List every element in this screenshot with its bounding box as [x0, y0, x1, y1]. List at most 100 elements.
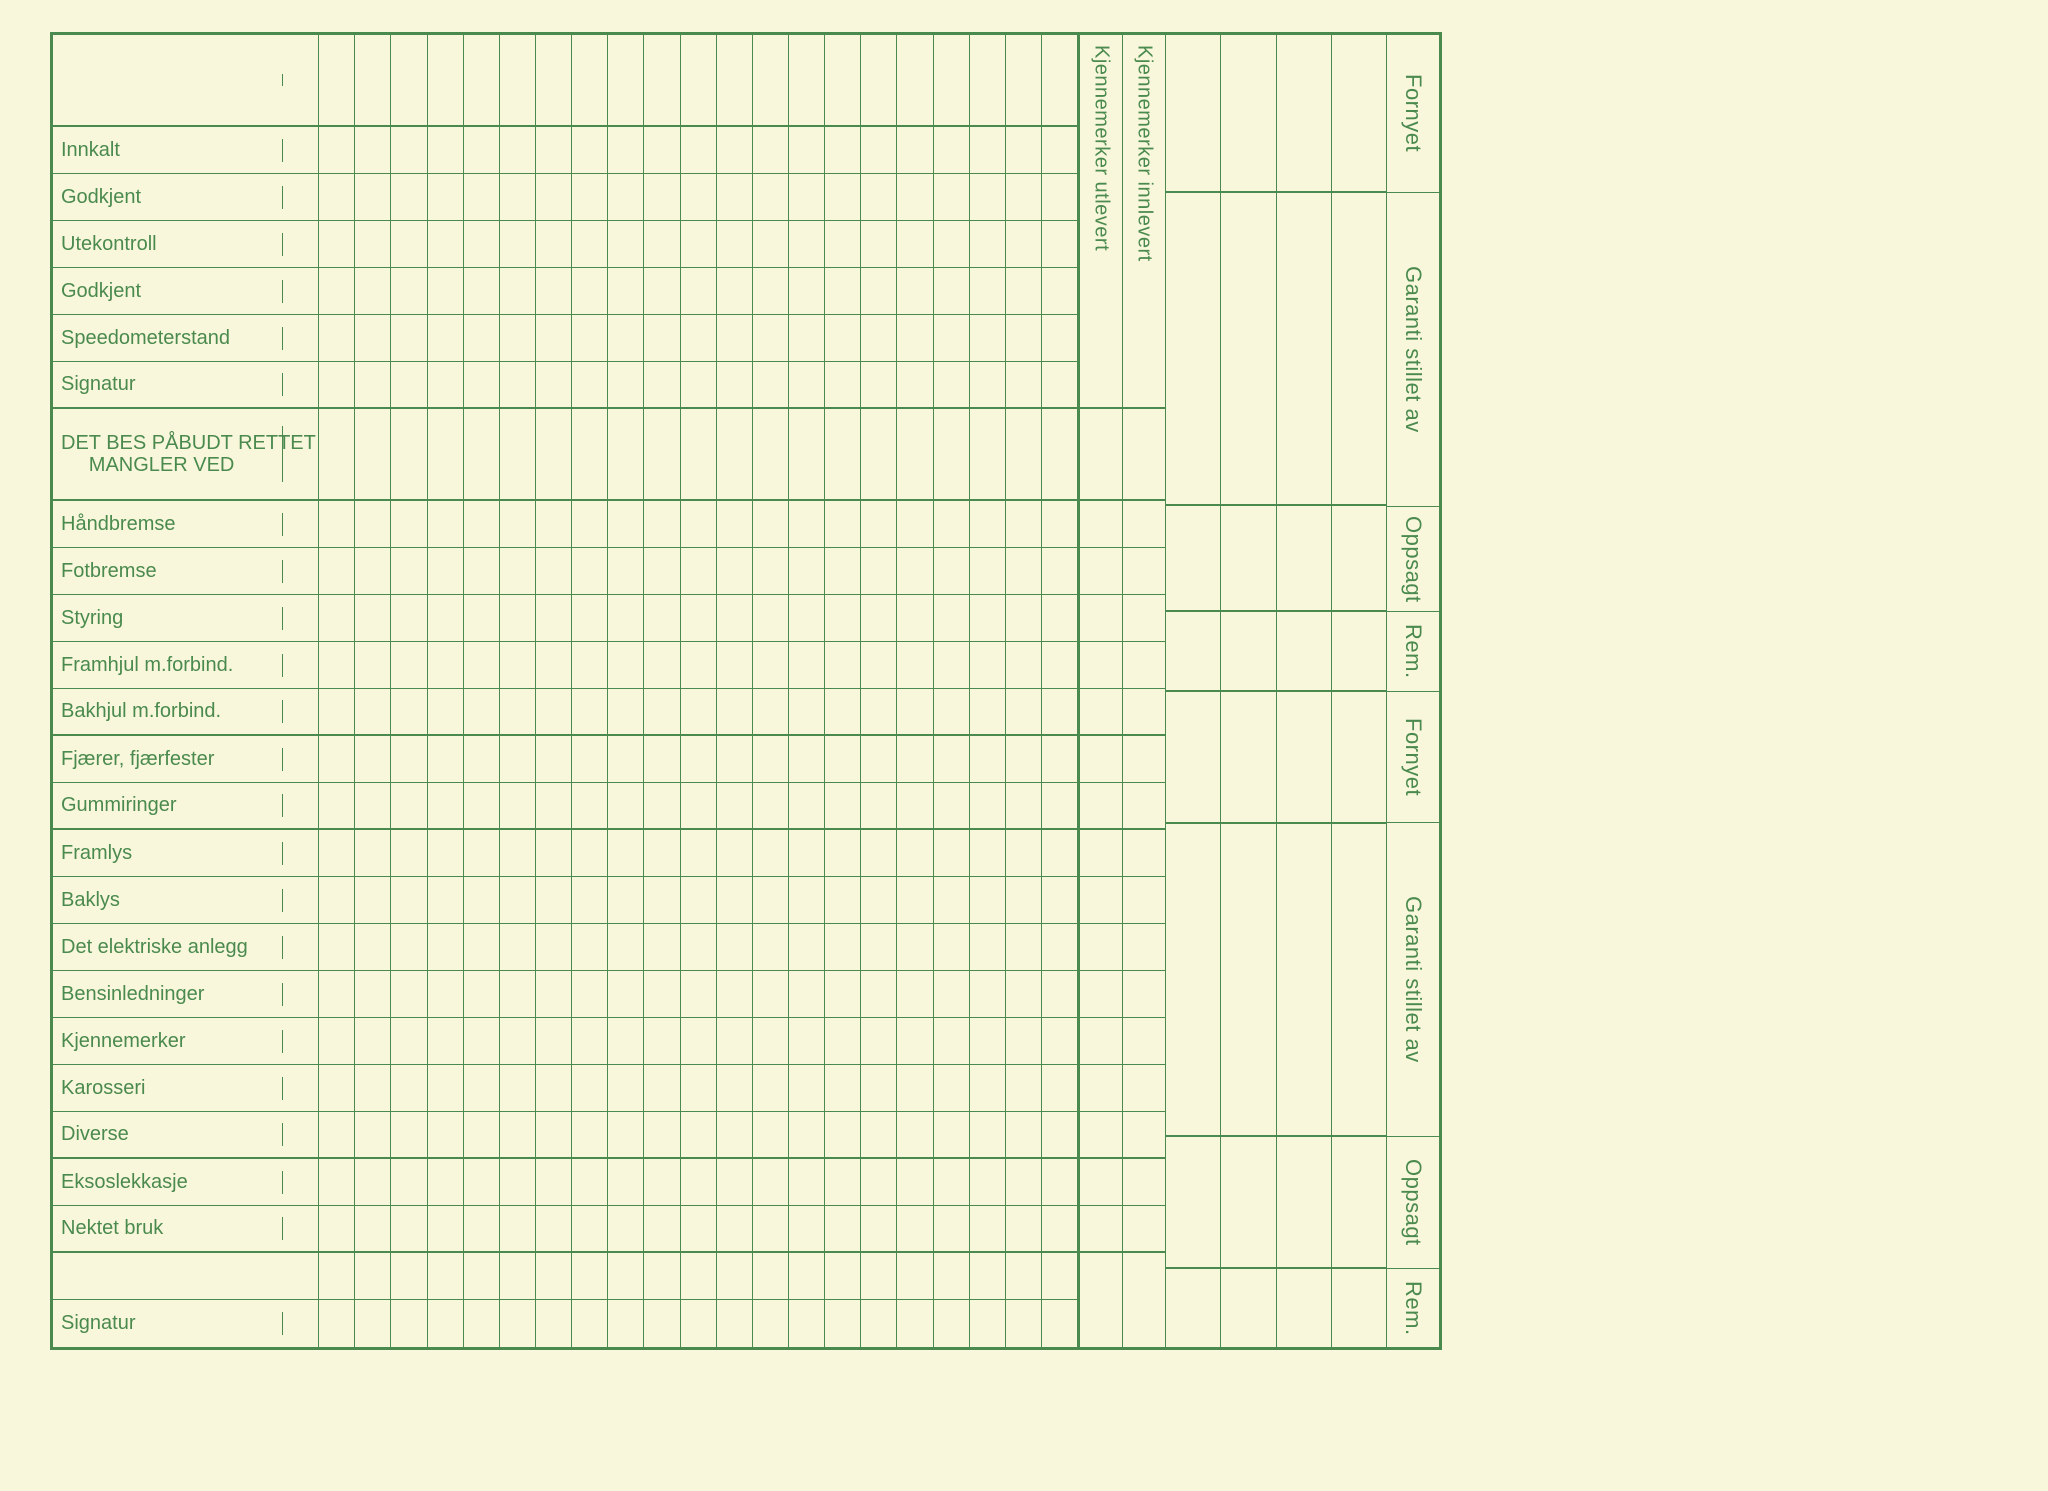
- grid-cell: [717, 501, 753, 547]
- grid-cell: [283, 268, 319, 314]
- right-cell: [1332, 1269, 1386, 1347]
- grid-cell: [753, 595, 789, 641]
- grid-cell: [970, 1159, 1006, 1205]
- grid-cell: [970, 1065, 1006, 1111]
- right-cell: [1277, 193, 1331, 507]
- grid-cell: [861, 971, 897, 1017]
- grid-cell: [861, 268, 897, 314]
- grid-cell: [319, 1018, 355, 1064]
- grid-cell: [608, 268, 644, 314]
- grid-cell: [825, 1065, 861, 1111]
- grid-cell: [934, 127, 970, 173]
- grid-cell: [753, 1206, 789, 1251]
- right-column: [1166, 35, 1221, 1347]
- grid-cell: [1042, 783, 1077, 828]
- grid-cell: [861, 501, 897, 547]
- grid-cell: [753, 315, 789, 361]
- grid-cell: [355, 315, 391, 361]
- grid-cell: [1006, 1253, 1042, 1299]
- grid-cell: [464, 221, 500, 267]
- grid-cell: [825, 1159, 861, 1205]
- grid-cell: [1042, 501, 1077, 547]
- grid-cell: [428, 924, 464, 970]
- kjenn-cell: [1123, 783, 1165, 830]
- row-label: DET BES PÅBUDT RETTET MANGLER VED: [53, 426, 283, 482]
- grid-cell: [970, 924, 1006, 970]
- grid-cell: [861, 924, 897, 970]
- grid-cell: [500, 315, 536, 361]
- grid-cell: [572, 174, 608, 220]
- grid-cell: [970, 736, 1006, 782]
- grid-cell: [536, 221, 572, 267]
- grid-cell: [572, 221, 608, 267]
- grid-cell: [1042, 736, 1077, 782]
- grid-cell: [861, 35, 897, 125]
- grid-cell: [897, 1112, 933, 1157]
- right-cell: [1166, 506, 1220, 612]
- grid-cell: [391, 1300, 427, 1347]
- grid-cell: [825, 1206, 861, 1251]
- grid-cell: [825, 1112, 861, 1157]
- grid-cell: [283, 362, 319, 407]
- row-label: Innkalt: [53, 139, 283, 162]
- grid-cell: [355, 736, 391, 782]
- grid-cell: [536, 127, 572, 173]
- kjenn-cell: [1080, 971, 1122, 1018]
- kjenn-cell: [1080, 689, 1122, 736]
- grid-cell: [970, 501, 1006, 547]
- grid-cell: [536, 409, 572, 499]
- grid-cell: [608, 548, 644, 594]
- grid-cell: [934, 1112, 970, 1157]
- grid-cell: [464, 409, 500, 499]
- grid-cell: [970, 877, 1006, 923]
- row-label: Gummiringer: [53, 794, 283, 817]
- grid-cell: [789, 642, 825, 688]
- grid-cell: [500, 1206, 536, 1251]
- grid-cell: [934, 1159, 970, 1205]
- grid-cell: [391, 783, 427, 828]
- grid-cell: [861, 174, 897, 220]
- grid-cell: [319, 127, 355, 173]
- grid-cell: [355, 362, 391, 407]
- grid-cell: [789, 315, 825, 361]
- grid-cell: [825, 315, 861, 361]
- grid-cell: [717, 35, 753, 125]
- grid-cell: [464, 595, 500, 641]
- grid-cell: [572, 1159, 608, 1205]
- kjenn-cell: [1080, 877, 1122, 924]
- grid-cell: [789, 736, 825, 782]
- grid-cell: [1042, 971, 1077, 1017]
- grid-cell: [1006, 221, 1042, 267]
- row-label: Framlys: [53, 842, 283, 865]
- side-label-cell: Garanti stillet av: [1387, 823, 1439, 1137]
- grid-cell: [572, 689, 608, 734]
- grid-cell: [970, 1206, 1006, 1251]
- right-cell: [1277, 506, 1331, 612]
- row-label: [53, 74, 283, 86]
- grid-cell: [861, 221, 897, 267]
- grid-cell: [536, 501, 572, 547]
- grid-cell: [608, 315, 644, 361]
- right-cell: [1277, 35, 1331, 193]
- grid-cell: [428, 1159, 464, 1205]
- grid-cell: [536, 315, 572, 361]
- grid-cell: [825, 268, 861, 314]
- grid-cell: [536, 877, 572, 923]
- side-label: Fornyet: [1400, 74, 1426, 152]
- grid-cell: [644, 501, 680, 547]
- grid-cell: [319, 501, 355, 547]
- kjenn-cell: [1080, 409, 1122, 501]
- grid-cell: [391, 127, 427, 173]
- row-label: Kjennemerker: [53, 1030, 283, 1053]
- grid-cell: [355, 830, 391, 876]
- grid-cell: [608, 877, 644, 923]
- grid-cell: [391, 736, 427, 782]
- grid-cell: [500, 689, 536, 734]
- inspection-card: InnkaltGodkjentUtekontrollGodkjentSpeedo…: [0, 0, 2048, 1491]
- grid-cell: [717, 1300, 753, 1347]
- grid-cell: [681, 689, 717, 734]
- grid-cell: [789, 830, 825, 876]
- grid-cell: [934, 1206, 970, 1251]
- grid-cell: [970, 1300, 1006, 1347]
- grid-cell: [717, 1159, 753, 1205]
